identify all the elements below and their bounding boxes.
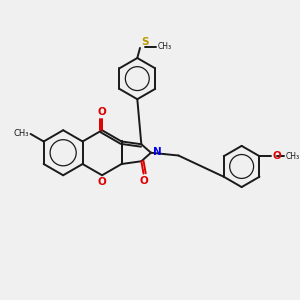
Text: N: N — [153, 147, 162, 157]
Text: O: O — [272, 151, 281, 161]
Text: CH₃: CH₃ — [285, 152, 299, 161]
Text: CH₃: CH₃ — [158, 42, 172, 51]
Text: S: S — [141, 37, 149, 47]
Text: O: O — [139, 176, 148, 185]
Text: CH₃: CH₃ — [14, 129, 29, 138]
Text: O: O — [98, 177, 106, 187]
Text: O: O — [98, 107, 106, 117]
